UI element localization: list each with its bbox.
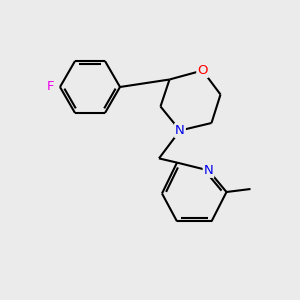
Text: O: O (197, 64, 208, 77)
Text: F: F (47, 80, 55, 94)
Text: N: N (204, 164, 213, 177)
Text: N: N (175, 124, 185, 137)
